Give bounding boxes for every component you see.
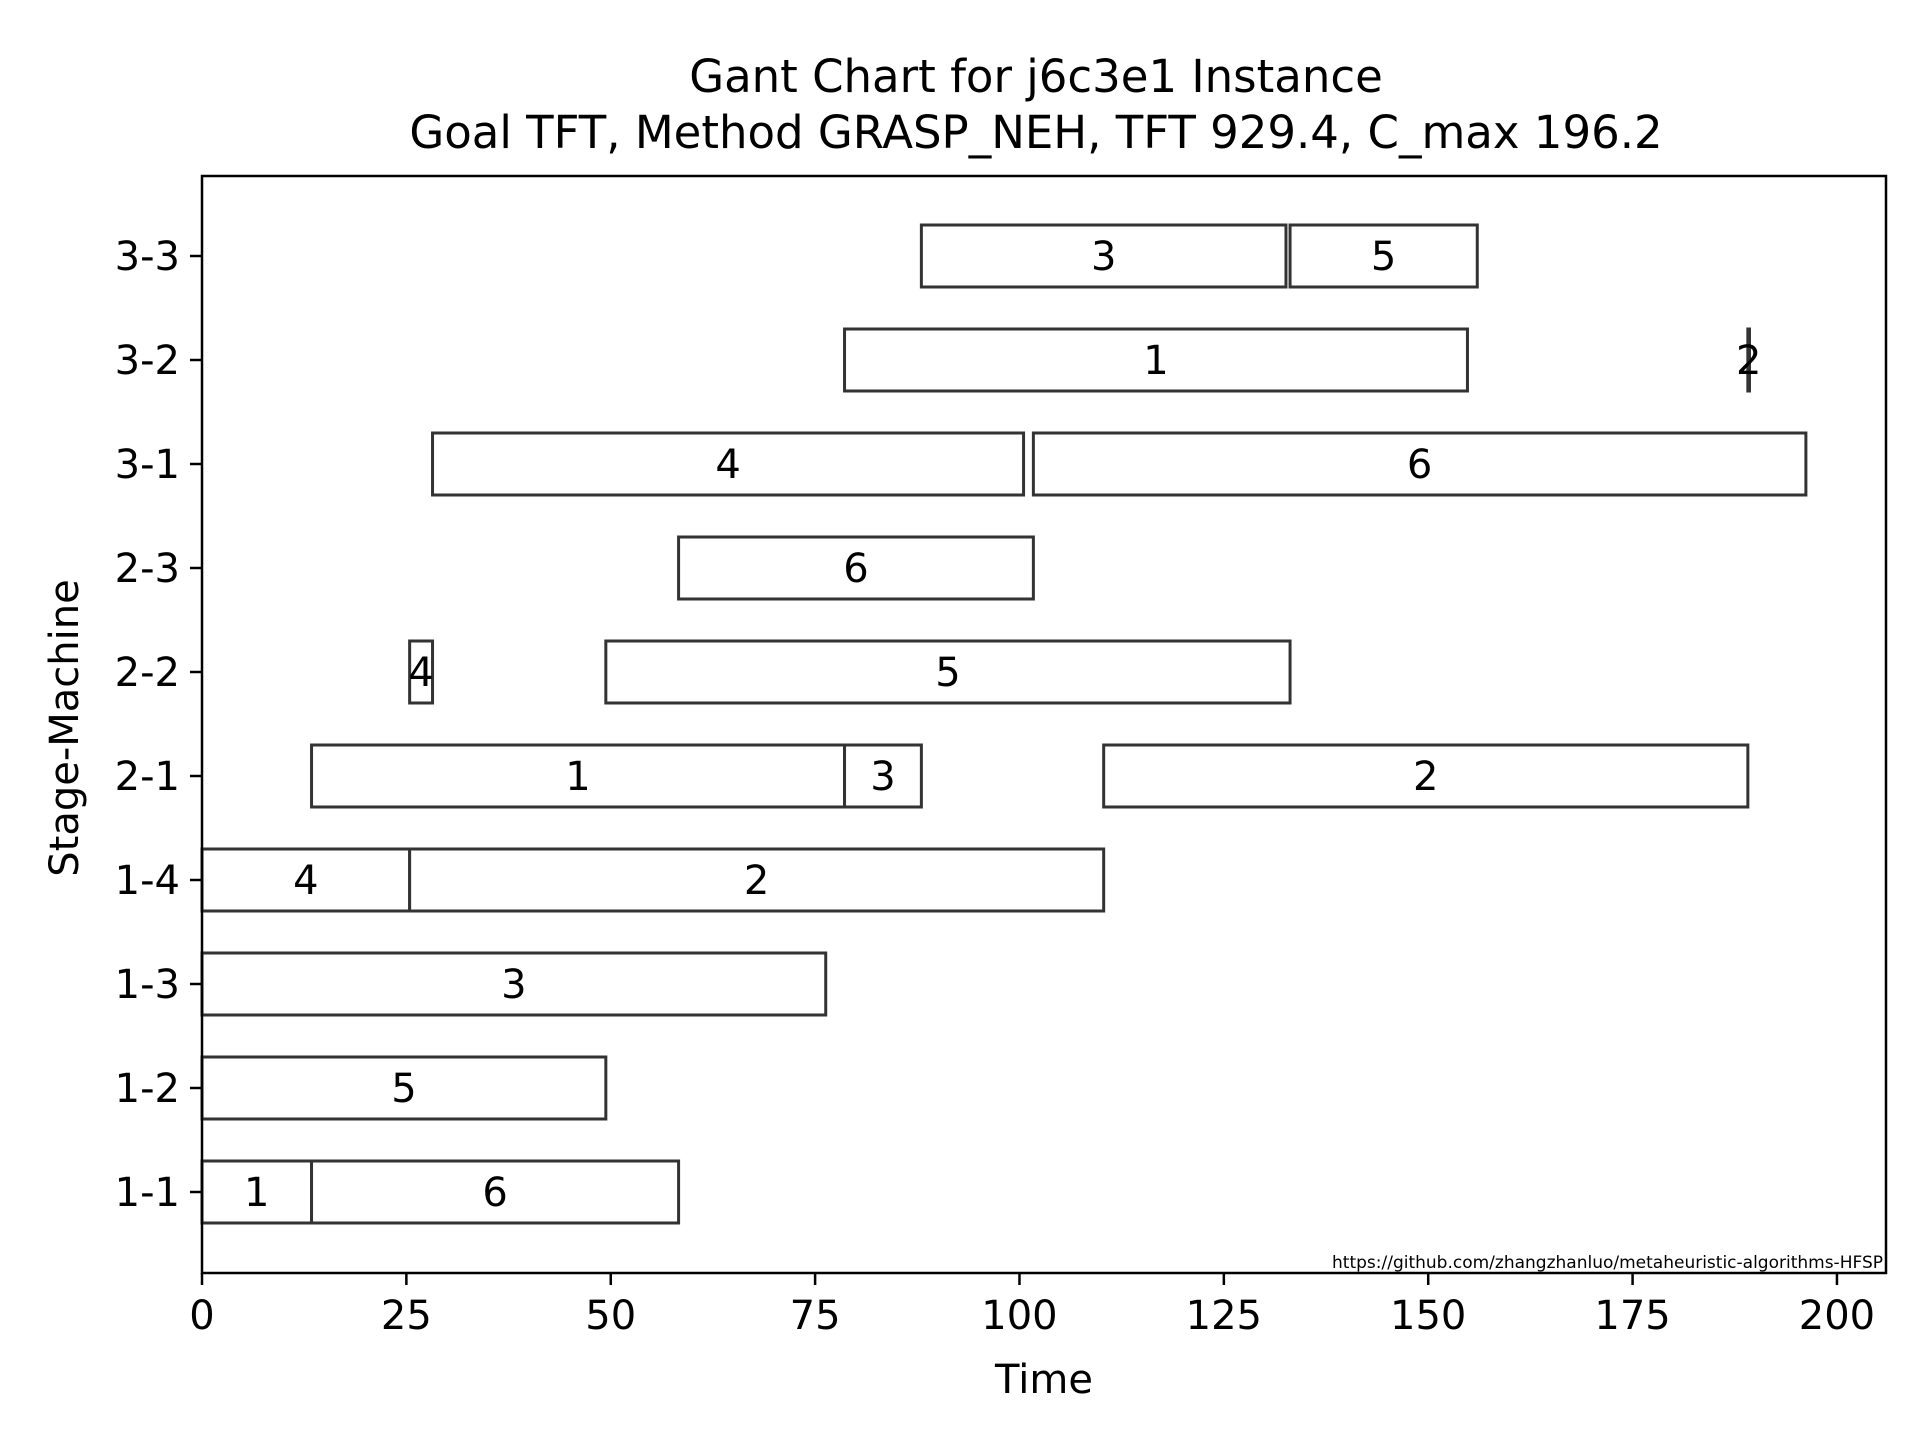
task-bar-3-1-job-6: [1031, 431, 1808, 497]
plot-frame: [200, 174, 1888, 1275]
bars-layer: 1 6 5 3 4 2 1 3 2 4 5 6 4 6 1 2 3 5: [200, 223, 1808, 1225]
x-tick-label: 150: [1390, 1293, 1466, 1339]
x-tick-label: 125: [1186, 1293, 1262, 1339]
task-label-1-3-job-3: 3: [501, 962, 526, 1008]
y-tick-label: 1-1: [115, 1170, 180, 1216]
task-label-1-2-job-5: 5: [391, 1066, 416, 1112]
task-label-1-4-job-2: 2: [744, 858, 769, 904]
y-tick-label: 3-1: [115, 442, 180, 488]
x-tick-label: 0: [189, 1293, 214, 1339]
y-tick-label: 2-3: [115, 546, 180, 592]
task-label-3-3-job-3: 3: [1091, 234, 1116, 280]
task-bar-1-2-job-5: [200, 1055, 608, 1121]
x-tick-label: 175: [1594, 1293, 1670, 1339]
task-label-3-2-job-2: 2: [1736, 338, 1761, 384]
chart-title: Gant Chart for j6c3e1 Instance: [689, 50, 1383, 103]
x-axis-label: Time: [994, 1357, 1093, 1403]
task-bar-2-1-job-2: [1102, 743, 1750, 809]
task-bar-1-4-job-2: [408, 847, 1106, 913]
task-label-3-1-job-6: 6: [1407, 442, 1432, 488]
task-bar-2-2-job-5: [604, 639, 1292, 705]
task-bar-2-1-job-3: [843, 743, 923, 809]
task-label-2-2-job-5: 5: [935, 650, 960, 696]
y-tick-label: 3-3: [115, 234, 180, 280]
task-label-2-1-job-1: 1: [565, 754, 590, 800]
task-bar-3-2-job-1: [843, 327, 1469, 393]
y-tick-label: 1-3: [115, 962, 180, 1008]
y-tick-label: 1-2: [115, 1066, 180, 1112]
x-tick-label: 75: [790, 1293, 841, 1339]
task-bar-3-1-job-4: [431, 431, 1026, 497]
task-label-1-1-job-1: 1: [244, 1170, 269, 1216]
task-bar-2-3-job-6: [677, 535, 1035, 601]
task-bar-3-3-job-3: [919, 223, 1288, 289]
x-tick-label: 50: [585, 1293, 636, 1339]
x-axis: 0 25 50 75 100 125 150 175 200: [189, 1273, 1875, 1339]
y-tick-label: 3-2: [115, 338, 180, 384]
task-bar-3-3-job-5: [1288, 223, 1479, 289]
task-label-1-1-job-6: 6: [482, 1170, 507, 1216]
y-tick-label: 2-1: [115, 754, 180, 800]
task-label-2-3-job-6: 6: [843, 546, 868, 592]
y-axis: 1-1 1-2 1-3 1-4 2-1 2-2 2-3 3-1 3-2 3-3: [115, 234, 202, 1216]
task-bar-1-4-job-4: [200, 847, 412, 913]
x-tick-label: 200: [1799, 1293, 1875, 1339]
y-axis-label: Stage-Machine: [42, 579, 88, 876]
task-label-1-4-job-4: 4: [293, 858, 318, 904]
task-label-2-2-job-4: 4: [408, 650, 433, 696]
chart-subtitle: Goal TFT, Method GRASP_NEH, TFT 929.4, C…: [409, 106, 1662, 159]
task-bar-1-3-job-3: [200, 951, 828, 1017]
y-tick-label: 1-4: [115, 858, 180, 904]
task-bar-2-1-job-1: [310, 743, 847, 809]
task-bar-2-2-job-4: [408, 639, 435, 705]
task-bar-1-1-job-6: [310, 1159, 681, 1225]
task-label-3-1-job-4: 4: [715, 442, 740, 488]
task-label-2-1-job-3: 3: [870, 754, 895, 800]
task-label-3-2-job-1: 1: [1143, 338, 1168, 384]
task-label-2-1-job-2: 2: [1413, 754, 1438, 800]
x-tick-label: 25: [381, 1293, 432, 1339]
x-tick-label: 100: [981, 1293, 1057, 1339]
source-annotation: https://github.com/zhangzhanluo/metaheur…: [1332, 1253, 1883, 1273]
task-label-3-3-job-5: 5: [1371, 234, 1396, 280]
y-tick-label: 2-2: [115, 650, 180, 696]
task-bar-3-2-job-2: [1746, 327, 1751, 393]
